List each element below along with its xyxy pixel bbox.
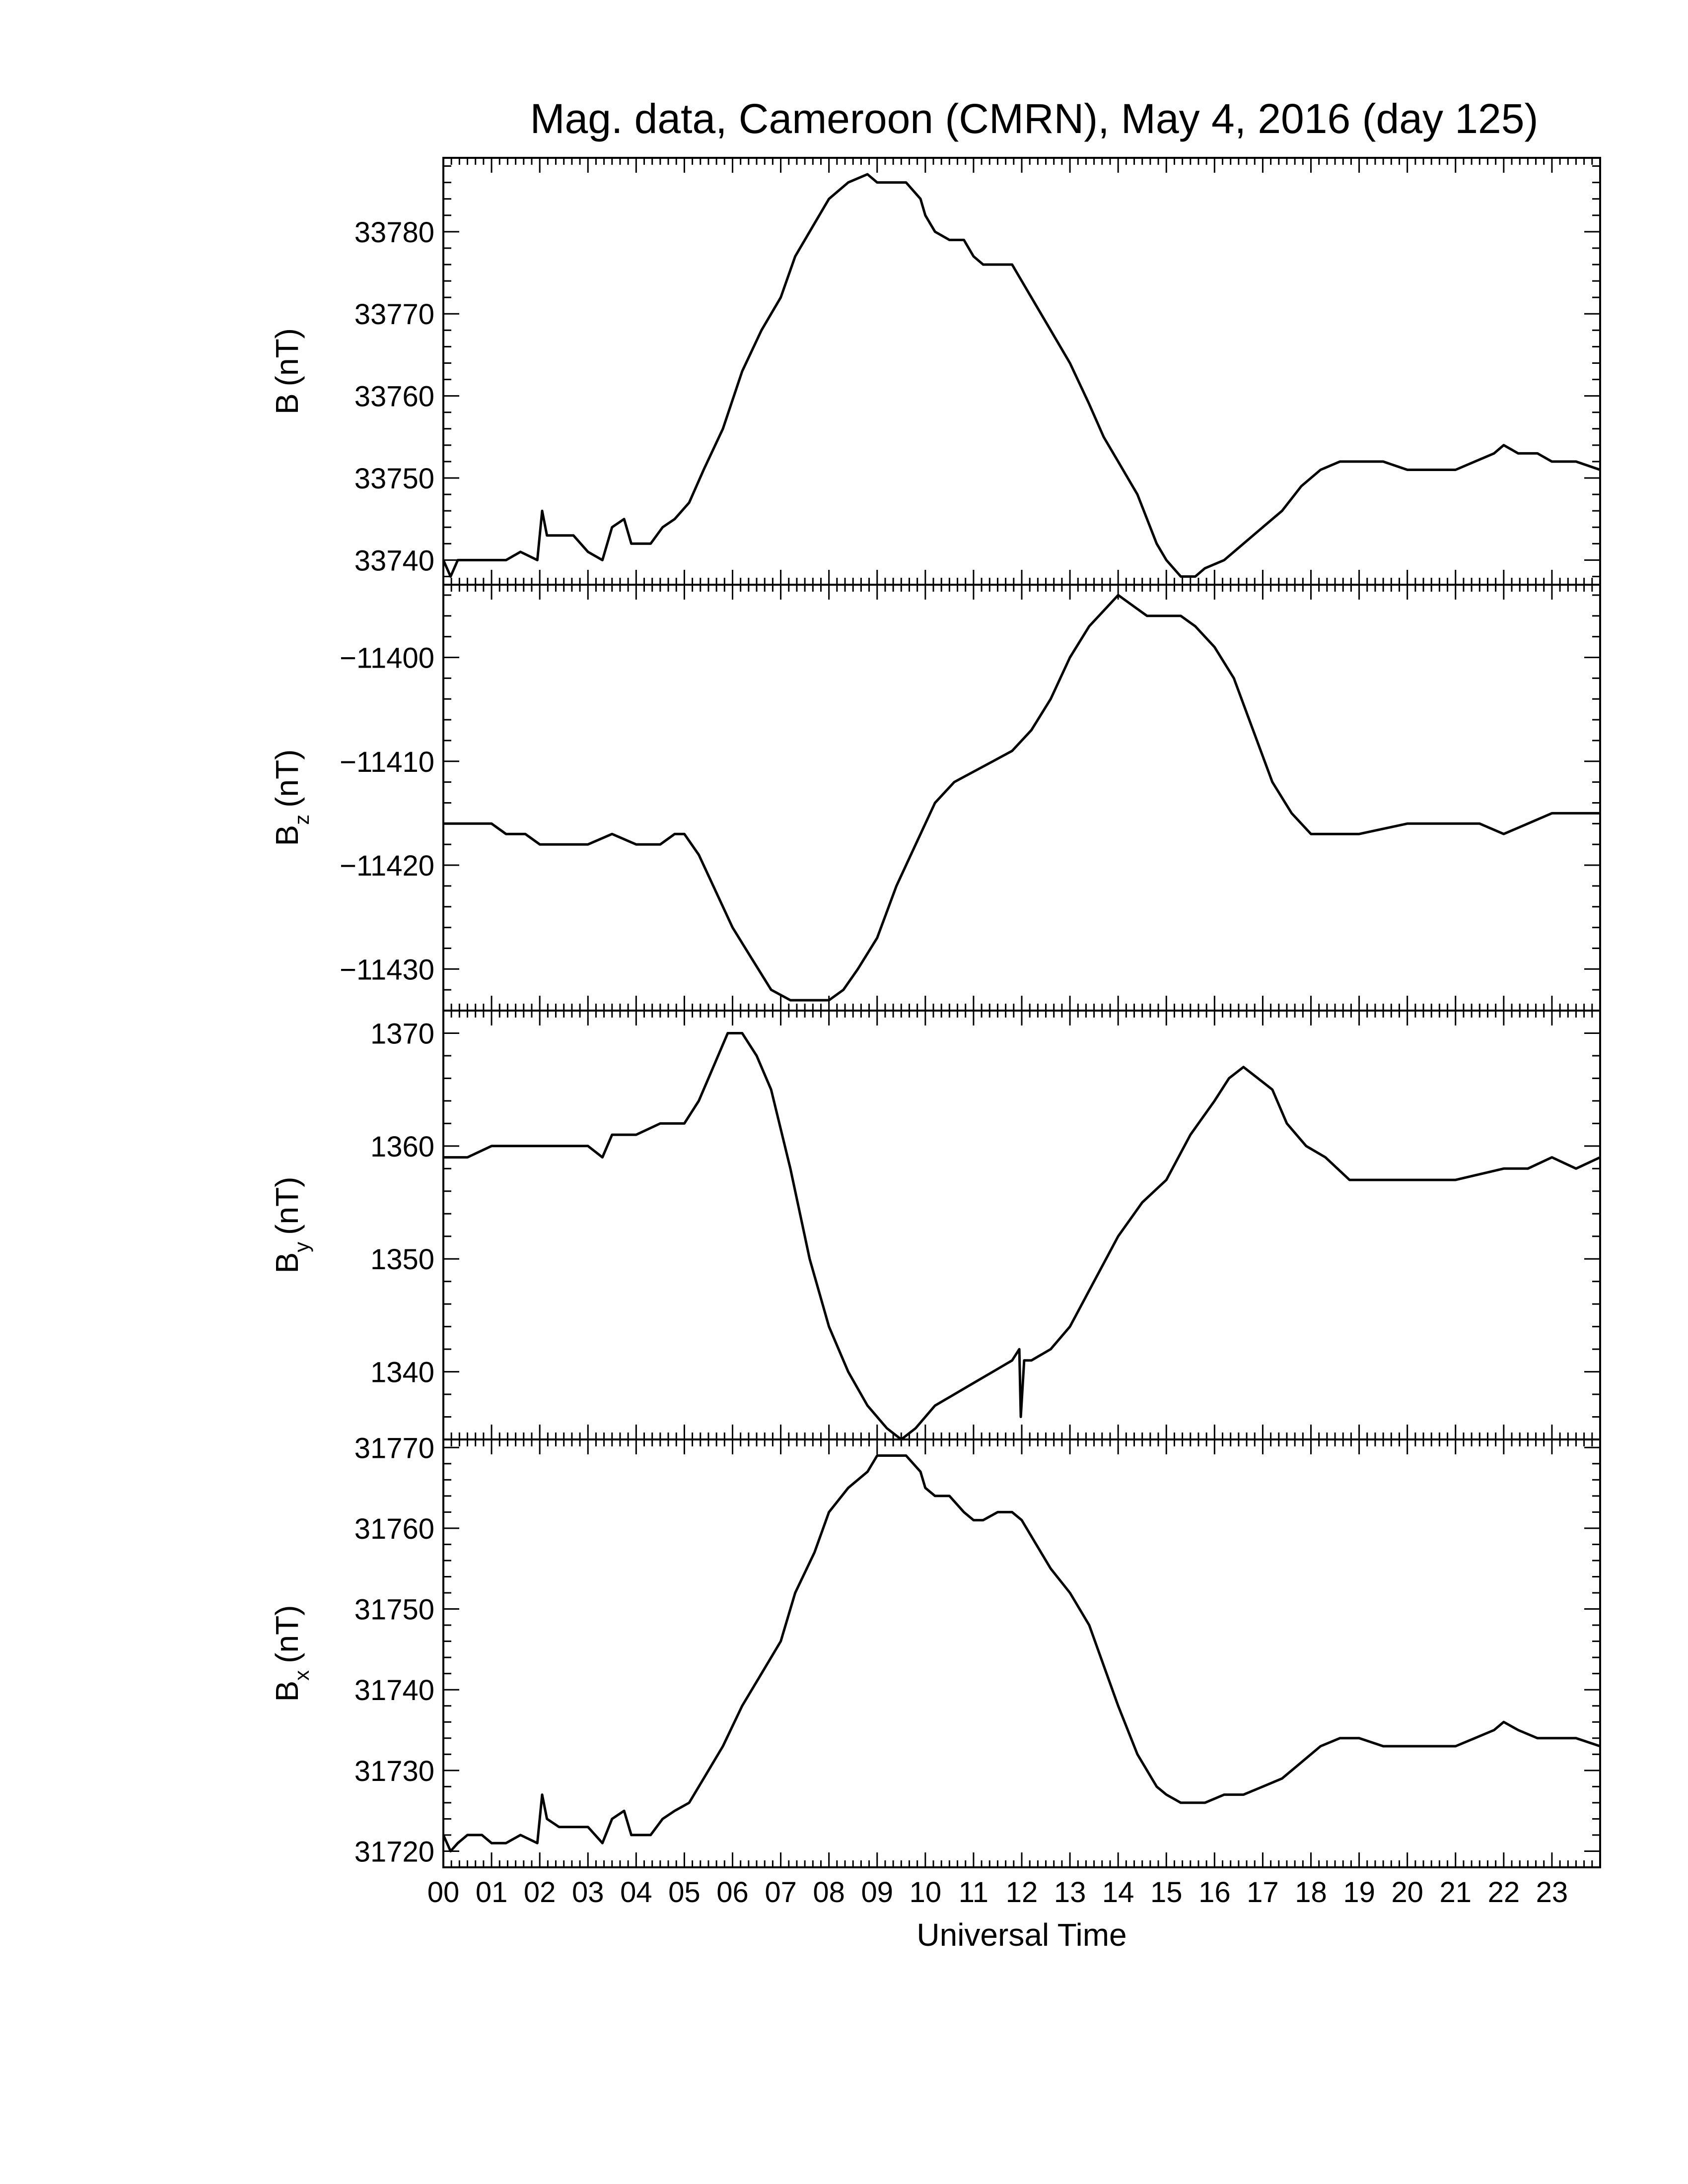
x-tick-label: 21: [1439, 1876, 1472, 1909]
chart-title: Mag. data, Cameroon (CMRN), May 4, 2016 …: [530, 95, 1539, 142]
panel-Bx-ylabel: Bx (nT): [269, 1605, 313, 1702]
x-tick-label: 01: [476, 1876, 508, 1909]
x-tick-label: 07: [765, 1876, 797, 1909]
x-tick-label: 18: [1295, 1876, 1327, 1909]
y-tick-label: −11410: [340, 746, 434, 778]
chart-panels: 3374033750337603377033780B(nT)−11400−114…: [269, 157, 1601, 1868]
x-tick-label: 05: [668, 1876, 701, 1909]
y-tick-label: 31750: [354, 1594, 434, 1626]
y-tick-label: −11400: [340, 642, 434, 674]
y-tick-label: 33780: [354, 216, 434, 249]
x-tick-label: 03: [572, 1876, 604, 1909]
panel-By-series-line: [443, 1032, 1601, 1441]
y-tick-label: 33740: [354, 545, 434, 577]
y-tick-label: 1370: [370, 1018, 434, 1050]
panel-Bz-ylabel: Bz (nT): [269, 750, 313, 846]
x-tick-label: 20: [1391, 1876, 1423, 1909]
ylabel-subscript: z: [290, 815, 313, 825]
panel-By: 1340 1350 1360 1370 By (nT): [269, 1010, 1601, 1441]
panel-B-series-line: [442, 173, 1601, 578]
y-tick-label: 1350: [370, 1243, 434, 1276]
x-tick-label: 09: [861, 1876, 893, 1909]
x-tick-label: 23: [1536, 1876, 1568, 1909]
x-tick-label: 22: [1488, 1876, 1520, 1909]
y-tick-label: −11420: [340, 850, 434, 882]
y-tick-label: 31740: [354, 1674, 434, 1706]
panel-Bz-frame: [442, 584, 1601, 1012]
y-tick-label: 31770: [354, 1432, 434, 1464]
x-tick-label: 13: [1054, 1876, 1086, 1909]
x-tick-label: 00: [427, 1876, 460, 1909]
y-tick-label: 33760: [354, 381, 434, 413]
y-tick-label: −11430: [340, 954, 434, 986]
y-tick-label: 33750: [354, 463, 434, 495]
ylabel-main: B: [269, 1681, 305, 1702]
x-tick-label: 12: [1006, 1876, 1038, 1909]
panel-Bz-series-line: [443, 594, 1600, 1002]
y-tick-label: 1360: [370, 1131, 434, 1163]
x-axis: 00 01 02 03 04 05 06 07 08 09 10 11 12 13 14 15 16 17 18 19…: [427, 1876, 1568, 1909]
y-tick-label: 33770: [354, 298, 434, 331]
x-tick-label: 02: [524, 1876, 556, 1909]
ylabel-unit: (nT): [269, 1605, 305, 1663]
x-tick-label: 06: [716, 1876, 749, 1909]
x-tick-label: 15: [1150, 1876, 1183, 1909]
ylabel-main: B: [269, 825, 305, 846]
panel-By-ylabel: By (nT): [269, 1177, 313, 1274]
panel-By-frame: [442, 1010, 1601, 1440]
x-tick-label: 17: [1247, 1876, 1279, 1909]
x-tick-label: 19: [1343, 1876, 1375, 1909]
panel-B: 33740 33750 33760 33770 33780 B (nT): [269, 157, 1601, 586]
y-tick-label: 1340: [370, 1357, 434, 1389]
ylabel-main: B: [269, 1252, 305, 1274]
ylabel-subscript: y: [290, 1242, 313, 1252]
x-axis-label: Universal Time: [916, 1917, 1126, 1953]
panel-Bx-frame: [442, 1438, 1601, 1868]
ylabel-unit: (nT): [269, 328, 305, 386]
x-tick-label: 11: [959, 1876, 988, 1909]
y-tick-label: 31730: [354, 1755, 434, 1787]
ylabel-subscript: x: [290, 1670, 313, 1681]
x-tick-label: 16: [1198, 1876, 1231, 1909]
x-tick-label: 08: [813, 1876, 845, 1909]
ylabel-unit: (nT): [269, 1177, 305, 1235]
ylabel-unit: (nT): [269, 750, 305, 808]
panel-Bz: −11400 −11410 −11420 −11430 Bz (nT): [269, 584, 1601, 1012]
x-tick-label: 04: [620, 1876, 652, 1909]
ylabel-main: B: [269, 393, 305, 414]
panel-Bx: 31720 31730 31740 31750 31760 31770 Bx (nT): [269, 1432, 1601, 1868]
panel-B-ylabel: B (nT): [269, 328, 305, 414]
panel-B-frame: [442, 157, 1601, 586]
x-tick-label: 14: [1102, 1876, 1134, 1909]
y-tick-label: 31720: [354, 1836, 434, 1868]
panel-Bx-series-line: [442, 1454, 1601, 1852]
x-tick-label: 10: [910, 1876, 942, 1909]
y-tick-label: 31760: [354, 1513, 434, 1545]
